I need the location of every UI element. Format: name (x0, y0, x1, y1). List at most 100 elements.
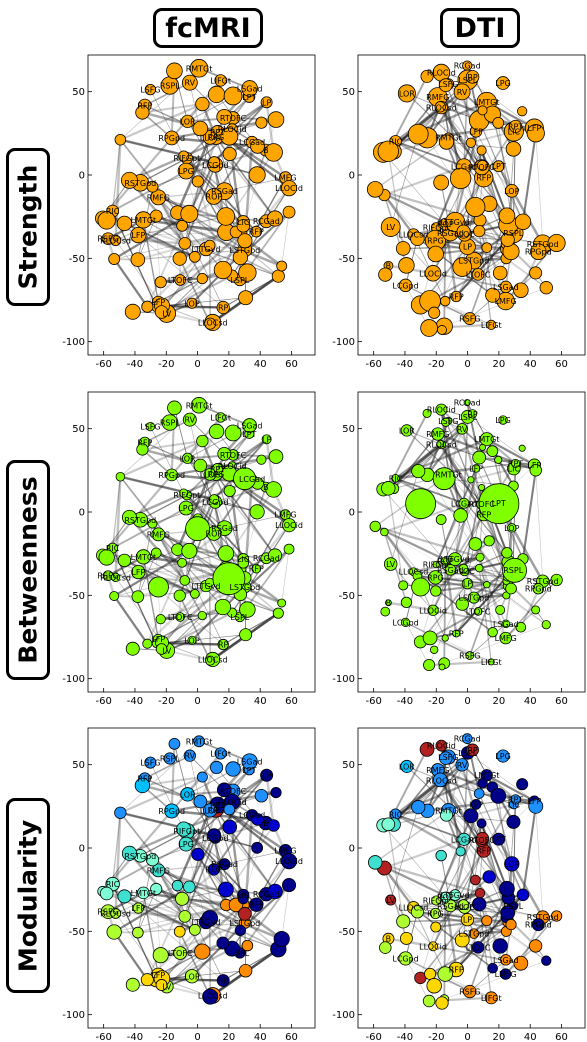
edge (447, 756, 481, 795)
y-tick-label: -100 (332, 337, 355, 348)
node-label: LFP (151, 298, 165, 307)
node (241, 939, 254, 952)
node (476, 145, 487, 156)
node (499, 968, 512, 980)
node (492, 265, 508, 281)
node (146, 180, 159, 193)
node (180, 114, 195, 128)
node-label: LMTGt (131, 216, 157, 225)
node-label: RSTGpd (527, 913, 559, 922)
edge (188, 213, 241, 258)
node (427, 604, 439, 616)
x-tick-label: -40 (127, 696, 143, 707)
node (400, 617, 411, 627)
edge (461, 428, 484, 503)
node (208, 423, 225, 440)
edge (455, 584, 488, 634)
edge (429, 636, 492, 663)
edge (468, 552, 508, 656)
node-label: RFP (137, 774, 152, 783)
nodes (97, 735, 298, 1005)
node-label: RPT (210, 801, 225, 810)
x-tick-label: -20 (158, 359, 174, 370)
node-label: LTTGvd (192, 245, 221, 254)
node (400, 759, 414, 773)
node-label: LP (262, 98, 271, 107)
edge (374, 525, 481, 559)
x-tick-label: 0 (464, 359, 470, 370)
edge (393, 91, 463, 152)
node (505, 582, 517, 595)
edge (124, 559, 186, 582)
edge (445, 478, 508, 554)
node-label: RMTGt (435, 807, 462, 816)
edge (174, 407, 188, 459)
node-label: LPG (495, 79, 510, 88)
node (465, 70, 480, 84)
edge (186, 830, 226, 865)
edge (405, 622, 492, 663)
node (487, 627, 498, 638)
edge (455, 247, 488, 297)
node (430, 921, 442, 933)
node (280, 853, 298, 870)
edge (390, 134, 419, 228)
hub-node (432, 467, 456, 491)
node (471, 268, 485, 281)
node (516, 888, 530, 902)
edge (188, 886, 241, 931)
node-label: LCGad (239, 475, 265, 484)
node (216, 108, 233, 125)
node-label: RSGad (211, 187, 238, 196)
node-label: LSGad (493, 620, 519, 629)
node (541, 955, 552, 966)
node (180, 204, 199, 223)
edge (419, 590, 437, 643)
node (486, 319, 497, 330)
edge (497, 838, 544, 918)
node-label: RSPL (503, 902, 523, 911)
node (171, 879, 184, 892)
x-tick-label: 20 (493, 1032, 506, 1042)
edge (161, 904, 243, 980)
node (267, 819, 280, 832)
edge (189, 886, 244, 900)
node (499, 631, 512, 645)
node-label: RIFGpt (423, 561, 450, 570)
node-label: LV (386, 223, 396, 232)
edge (435, 919, 487, 929)
node (142, 638, 153, 649)
node-label: LMFG (274, 847, 296, 856)
edge (505, 930, 547, 962)
node-label: RFP (249, 901, 264, 910)
node (236, 219, 251, 233)
node (433, 174, 450, 191)
edge (374, 861, 481, 895)
edge (265, 775, 275, 826)
node (410, 231, 425, 247)
edge (150, 89, 184, 157)
node (273, 930, 290, 948)
node-labels: LFP RFP LFP RFP LIFGt LMFG RMFG RIFGpt LSFG RSFG L… (386, 62, 559, 330)
node (121, 509, 137, 525)
node-label: LCGad (451, 162, 477, 171)
node-label: RMTGt (186, 401, 213, 410)
node-label: B (386, 262, 392, 271)
node-label: LIC (508, 464, 521, 473)
node (430, 585, 442, 597)
node-label: LLOCid (275, 184, 303, 193)
node-label: LSTGpd (459, 930, 490, 939)
edge (505, 594, 547, 626)
node-label: RSPL (160, 81, 180, 90)
node (487, 962, 498, 974)
edge (429, 946, 479, 975)
node (251, 813, 264, 826)
node (513, 955, 529, 971)
node (465, 651, 475, 660)
node (492, 938, 508, 954)
node-label: LV (162, 310, 172, 319)
node (467, 409, 478, 419)
node (216, 974, 230, 987)
x-tick-label: 60 (555, 1032, 568, 1042)
node-label: RLOCsd (100, 909, 131, 918)
